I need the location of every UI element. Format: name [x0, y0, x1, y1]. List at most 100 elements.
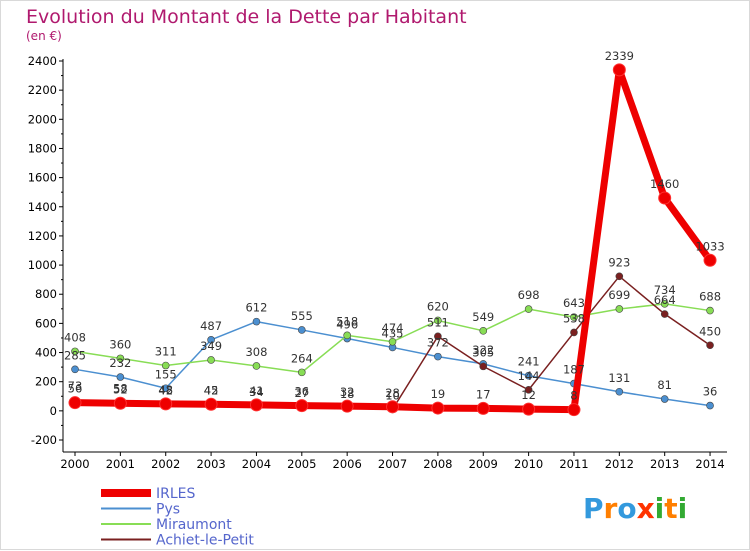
- data-label: 308: [245, 345, 267, 359]
- legend-label: Miraumont: [156, 517, 232, 533]
- data-label: 2339: [605, 49, 634, 63]
- y-tick-label: 1800: [28, 141, 57, 155]
- data-point: [161, 384, 170, 393]
- data-point: [479, 362, 488, 371]
- data-label: 48: [158, 383, 173, 397]
- data-point: [615, 387, 624, 396]
- data-label: 518: [336, 314, 358, 328]
- data-point: [431, 401, 445, 415]
- data-label: 12: [521, 388, 536, 402]
- data-point: [524, 386, 533, 394]
- data-point: [434, 332, 442, 341]
- data-label: 643: [563, 296, 585, 310]
- data-label: 285: [64, 348, 86, 362]
- data-point: [615, 272, 624, 281]
- legend-label: Achiet-le-Petit: [156, 533, 254, 549]
- data-label: 34: [249, 385, 264, 399]
- data-point: [706, 401, 714, 410]
- x-tick-label: 2009: [469, 457, 498, 471]
- data-point: [660, 395, 669, 403]
- y-tick-label: 600: [35, 316, 57, 330]
- data-point: [570, 313, 578, 321]
- data-label: 311: [155, 345, 177, 359]
- data-label: 27: [294, 386, 309, 400]
- data-point: [343, 331, 351, 340]
- chart-subtitle: (en €): [26, 29, 62, 43]
- data-label: 664: [654, 293, 676, 307]
- x-tick-label: 2010: [514, 457, 543, 471]
- x-tick-label: 2002: [151, 457, 180, 471]
- data-label: 474: [382, 321, 404, 335]
- data-label: 322: [472, 343, 494, 357]
- legend-label: IRLES: [156, 486, 196, 502]
- data-labels: 56 52 48 45 41 36 32 28 19 17 12 8 2339 1460 1033 285 23…: [64, 49, 725, 403]
- data-label: 538: [563, 311, 585, 325]
- data-label: 19: [431, 387, 446, 401]
- x-tick-label: 2000: [60, 457, 89, 471]
- data-point: [207, 356, 215, 364]
- axes: [62, 59, 727, 453]
- x-tick-label: 2008: [423, 457, 452, 471]
- y-tick-label: 800: [35, 287, 57, 301]
- data-label: 360: [109, 337, 131, 351]
- data-point: [159, 397, 173, 411]
- data-point: [524, 371, 533, 380]
- data-label: 81: [657, 378, 672, 392]
- data-label: 923: [608, 255, 630, 269]
- x-tick-label: 2013: [650, 457, 679, 471]
- data-label: 131: [608, 371, 630, 385]
- data-label: 187: [563, 363, 585, 377]
- data-label: 58: [113, 381, 128, 395]
- series-pys: [71, 317, 714, 410]
- x-tick-label: 2014: [695, 457, 724, 471]
- data-point: [298, 368, 306, 377]
- data-label: 36: [703, 385, 718, 399]
- y-tick-label: 0: [50, 404, 57, 418]
- x-tick-label: 2012: [605, 457, 634, 471]
- data-point: [298, 326, 306, 334]
- data-point: [522, 402, 536, 416]
- data-label: 1033: [695, 239, 724, 253]
- data-point: [295, 399, 309, 413]
- data-label: 264: [291, 351, 313, 365]
- data-label: 41: [249, 384, 264, 398]
- data-point: [658, 191, 672, 205]
- data-point: [479, 327, 488, 335]
- data-point: [252, 362, 261, 370]
- x-tick-label: 2004: [242, 457, 271, 471]
- x-tick-label: 2007: [378, 457, 407, 471]
- data-label: 155: [155, 367, 177, 381]
- legend-label: Pys: [156, 502, 180, 518]
- data-point: [434, 352, 442, 361]
- data-label: 232: [109, 356, 131, 370]
- data-label: 734: [654, 283, 676, 297]
- y-tick-label: 1600: [28, 171, 57, 185]
- series-miraumont: [71, 300, 714, 377]
- data-point: [567, 403, 581, 417]
- x-tick-label: 2001: [106, 457, 135, 471]
- data-point: [476, 401, 490, 415]
- x-tick-label: 2006: [333, 457, 362, 471]
- data-point: [116, 354, 125, 363]
- data-label: 698: [518, 288, 540, 302]
- data-point: [386, 400, 400, 414]
- y-tick-label: 400: [35, 346, 57, 360]
- series-irles: [68, 63, 717, 417]
- data-label: 36: [294, 385, 309, 399]
- data-label: 349: [200, 339, 222, 353]
- y-tick-label: 2000: [28, 112, 57, 126]
- data-label: 18: [340, 387, 355, 401]
- y-tick-label: 2400: [28, 54, 57, 68]
- y-tick-labels: 2400220020001800160014001200100080060040…: [28, 54, 63, 447]
- data-label: 32: [340, 385, 355, 399]
- data-label: 28: [385, 386, 400, 400]
- data-point: [434, 316, 442, 325]
- data-label: 372: [427, 336, 449, 350]
- data-label: 17: [476, 387, 491, 401]
- y-tick-label: 2200: [28, 83, 57, 97]
- data-label: 8: [570, 389, 577, 403]
- x-tick-labels: 2000 2001 2002 2003 2004 2005 2006 2007 2008 2009…: [60, 452, 725, 471]
- x-tick-label: 2003: [196, 457, 225, 471]
- data-point: [113, 396, 127, 410]
